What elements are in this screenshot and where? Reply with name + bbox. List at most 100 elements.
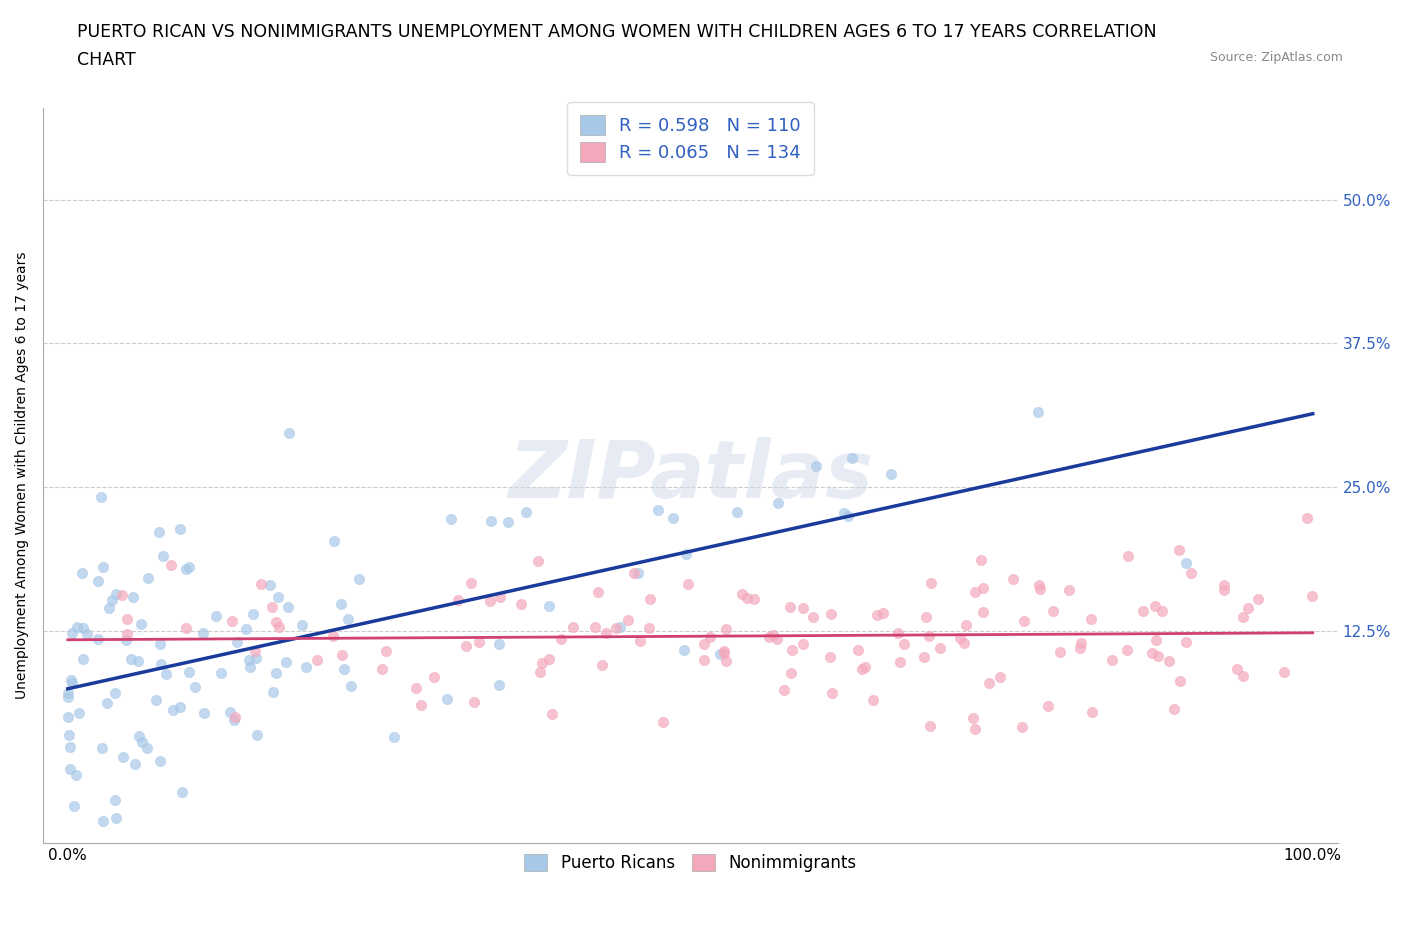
Point bbox=[65, 767, 87, 782]
Point bbox=[121, 590, 143, 604]
Point bbox=[1226, 661, 1249, 676]
Point bbox=[56, 710, 79, 724]
Point bbox=[779, 599, 801, 614]
Point bbox=[224, 710, 246, 724]
Point bbox=[131, 735, 153, 750]
Point bbox=[735, 590, 758, 604]
Point bbox=[540, 707, 562, 722]
Point bbox=[103, 685, 125, 700]
Point bbox=[127, 654, 149, 669]
Point bbox=[846, 643, 869, 658]
Text: CHART: CHART bbox=[77, 51, 136, 69]
Point bbox=[676, 577, 699, 591]
Point bbox=[1014, 614, 1036, 629]
Point bbox=[1168, 543, 1191, 558]
Point bbox=[804, 458, 827, 473]
Point bbox=[1115, 643, 1137, 658]
Point bbox=[111, 587, 134, 602]
Point bbox=[104, 587, 127, 602]
Point bbox=[675, 547, 697, 562]
Point bbox=[66, 620, 89, 635]
Point bbox=[1101, 653, 1123, 668]
Point bbox=[463, 694, 485, 709]
Point bbox=[405, 681, 427, 696]
Point bbox=[1247, 591, 1270, 606]
Point bbox=[382, 729, 405, 744]
Point bbox=[693, 652, 716, 667]
Point bbox=[149, 754, 172, 769]
Text: Source: ZipAtlas.com: Source: ZipAtlas.com bbox=[1209, 51, 1343, 64]
Point bbox=[115, 611, 138, 626]
Point bbox=[91, 814, 114, 829]
Point bbox=[758, 630, 780, 644]
Point bbox=[488, 677, 510, 692]
Point bbox=[949, 631, 972, 645]
Point bbox=[1213, 578, 1236, 592]
Point bbox=[104, 793, 127, 808]
Point bbox=[87, 573, 110, 588]
Point bbox=[731, 586, 754, 601]
Point bbox=[1157, 654, 1180, 669]
Point bbox=[963, 722, 986, 737]
Point bbox=[1069, 641, 1091, 656]
Point bbox=[169, 699, 191, 714]
Point bbox=[60, 675, 83, 690]
Point bbox=[709, 646, 731, 661]
Point bbox=[67, 706, 90, 721]
Point bbox=[515, 504, 537, 519]
Point bbox=[246, 727, 269, 742]
Point bbox=[920, 576, 942, 591]
Point bbox=[628, 633, 651, 648]
Point bbox=[479, 513, 502, 528]
Point bbox=[792, 636, 814, 651]
Point bbox=[972, 581, 994, 596]
Point bbox=[887, 626, 910, 641]
Point bbox=[69, 866, 91, 881]
Point bbox=[1180, 565, 1202, 580]
Point bbox=[627, 565, 650, 580]
Point bbox=[170, 785, 193, 800]
Point bbox=[205, 608, 228, 623]
Point bbox=[56, 685, 79, 700]
Point bbox=[242, 607, 264, 622]
Point bbox=[330, 596, 353, 611]
Point bbox=[245, 644, 267, 658]
Point bbox=[713, 644, 735, 658]
Point bbox=[623, 565, 645, 580]
Point bbox=[1049, 644, 1071, 659]
Point bbox=[267, 590, 290, 604]
Point bbox=[148, 525, 170, 539]
Point bbox=[725, 504, 748, 519]
Point bbox=[693, 637, 716, 652]
Point bbox=[977, 676, 1000, 691]
Point bbox=[962, 711, 984, 725]
Point bbox=[1175, 634, 1198, 649]
Point bbox=[155, 667, 177, 682]
Point bbox=[488, 637, 510, 652]
Point bbox=[1116, 549, 1139, 564]
Point bbox=[530, 656, 553, 671]
Point bbox=[150, 657, 173, 671]
Point bbox=[136, 740, 159, 755]
Point bbox=[177, 560, 200, 575]
Point bbox=[889, 655, 911, 670]
Point bbox=[616, 613, 638, 628]
Point bbox=[1296, 511, 1319, 525]
Point bbox=[716, 621, 738, 636]
Point bbox=[779, 665, 801, 680]
Point bbox=[1057, 583, 1080, 598]
Point bbox=[583, 619, 606, 634]
Point bbox=[1011, 720, 1033, 735]
Point bbox=[1028, 578, 1050, 592]
Point bbox=[152, 548, 174, 563]
Point bbox=[915, 610, 938, 625]
Point bbox=[375, 644, 398, 658]
Point bbox=[112, 750, 135, 764]
Point bbox=[423, 670, 446, 684]
Point bbox=[638, 591, 661, 606]
Point bbox=[436, 692, 458, 707]
Point bbox=[561, 620, 583, 635]
Point bbox=[872, 606, 894, 621]
Point bbox=[496, 514, 519, 529]
Point bbox=[820, 606, 842, 621]
